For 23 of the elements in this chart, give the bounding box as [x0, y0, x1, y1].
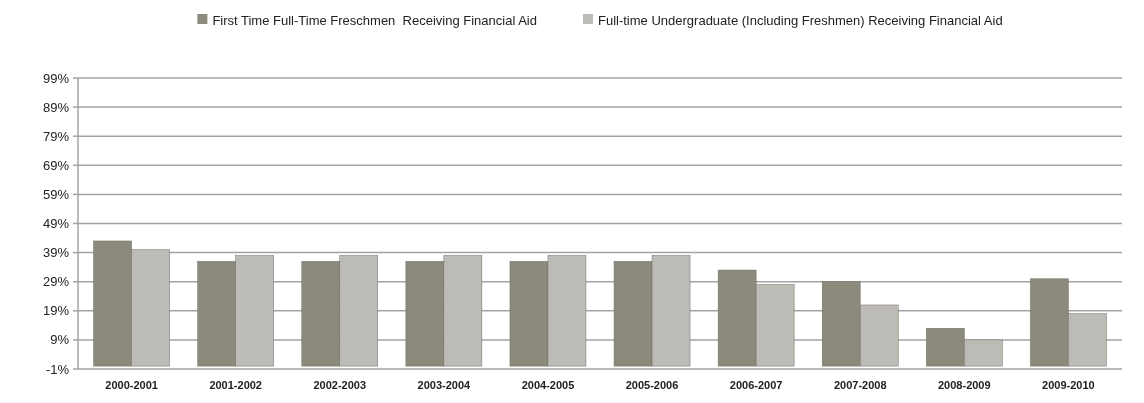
x-tick-label: 2000-2001: [105, 379, 158, 391]
y-tick-label: 79%: [42, 128, 70, 144]
y-tick-label: 59%: [42, 186, 70, 202]
x-tick-label: 2008-2009: [938, 379, 991, 391]
y-tick-label: 9%: [50, 332, 70, 348]
y-tick-label: 19%: [42, 303, 70, 319]
x-tick-label: 2009-2010: [1042, 379, 1095, 391]
x-tick-label: 2005-2006: [625, 379, 679, 391]
x-tick-label: 2006-2007: [729, 379, 783, 391]
legend-label: First Time Full-Time Freschmen Receiving Financial Aid: [212, 12, 537, 28]
y-tick-label: 69%: [42, 157, 70, 173]
y-tick-label: 39%: [42, 245, 70, 261]
x-tick-label: 2003-2004: [417, 379, 472, 391]
x-tick-label: 2007-2008: [833, 379, 887, 391]
y-tick-label: 99%: [42, 70, 70, 86]
x-tick-label: 2001-2002: [209, 379, 262, 391]
x-tick-label: 2002-2003: [313, 379, 367, 391]
y-tick-label: 89%: [42, 99, 70, 115]
y-tick-label: 49%: [42, 216, 70, 232]
legend-label: Full-time Undergraduate (Including Freshmen) Receiving Financial Aid: [597, 12, 1003, 28]
y-tick-label: -1%: [45, 361, 70, 377]
x-tick-label: 2004-2005: [521, 379, 575, 391]
y-tick-label: 29%: [42, 274, 70, 290]
